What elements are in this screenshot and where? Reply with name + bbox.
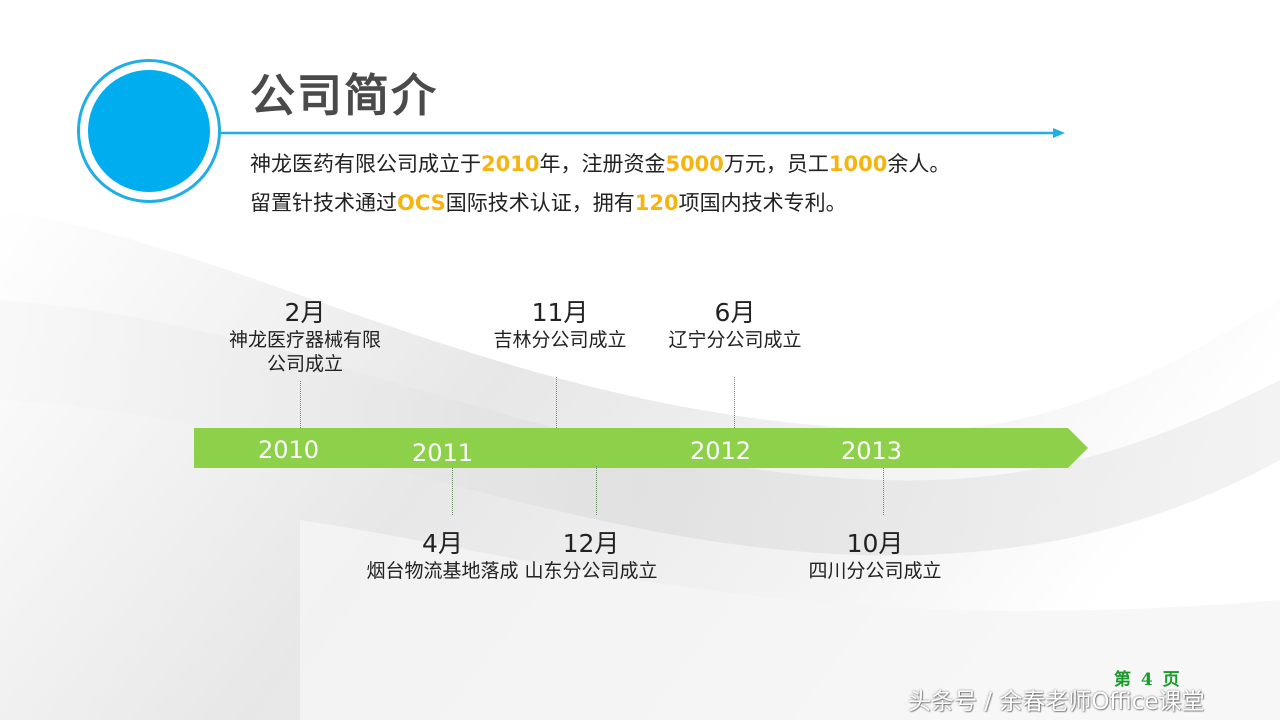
- blue-circle-icon: [88, 70, 210, 192]
- timeline-event-top: 6月 辽宁分公司成立: [645, 298, 825, 352]
- timeline-year: 2010: [258, 436, 320, 464]
- intro-text: 余人。: [887, 152, 951, 176]
- intro-text: 万元，员工: [723, 152, 829, 176]
- timeline-event-top: 2月 神龙医疗器械有限 公司成立: [205, 298, 405, 376]
- event-connector: [300, 381, 301, 428]
- timeline-year: 2011: [412, 439, 474, 467]
- registered-capital: 5000: [665, 152, 724, 176]
- event-connector: [556, 377, 557, 428]
- timeline-event-bottom: 4月 烟台物流基地落成: [330, 529, 555, 583]
- page-number: 第 4 页: [1114, 670, 1182, 690]
- page-title: 公司简介: [250, 69, 439, 122]
- founding-year: 2010: [481, 152, 540, 176]
- intro-line-1: 神龙医药有限公司成立于2010年，注册资金5000万元，员工1000余人。: [250, 149, 950, 179]
- event-description: 辽宁分公司成立: [668, 329, 802, 351]
- event-month: 6月: [714, 298, 756, 327]
- intro-text: 留置针技术通过: [250, 191, 397, 215]
- event-description: 四川分公司成立: [808, 560, 942, 582]
- event-connector: [734, 377, 735, 428]
- event-description: 吉林分公司成立: [493, 329, 627, 351]
- event-connector: [883, 468, 884, 515]
- intro-text: 国际技术认证，拥有: [445, 191, 635, 215]
- timeline-event-bottom: 12月 山东分公司成立: [511, 529, 671, 583]
- title-underline-arrow: [220, 128, 1065, 138]
- event-month: 2月: [284, 298, 326, 327]
- certification: OCS: [397, 191, 446, 215]
- timeline-bar: [194, 428, 1088, 468]
- event-month: 11月: [531, 298, 589, 327]
- event-description: 烟台物流基地落成: [366, 560, 519, 582]
- event-month: 4月: [422, 529, 463, 558]
- timeline-event-top: 11月 吉林分公司成立: [470, 298, 650, 352]
- intro-text: 神龙医药有限公司成立于: [250, 152, 481, 176]
- event-description: 山东分公司成立: [524, 560, 658, 582]
- watermark: 头条号 / 余春老师Office课堂: [908, 689, 1205, 715]
- event-month: 10月: [846, 529, 904, 558]
- intro-text: 项国内技术专利。: [678, 191, 847, 215]
- event-connector: [596, 466, 597, 515]
- event-description: 神龙医疗器械有限: [228, 329, 381, 351]
- timeline-event-bottom: 10月 四川分公司成立: [795, 529, 955, 583]
- intro-text: 年，注册资金: [539, 152, 666, 176]
- intro-line-2: 留置针技术通过OCS国际技术认证，拥有120项国内技术专利。: [250, 188, 847, 218]
- timeline-year: 2013: [841, 437, 903, 465]
- patent-count: 120: [634, 191, 679, 215]
- event-description: 公司成立: [266, 353, 343, 375]
- event-month: 12月: [562, 529, 620, 558]
- staff-count: 1000: [828, 152, 888, 176]
- event-connector: [452, 468, 453, 515]
- timeline-year: 2012: [690, 437, 752, 465]
